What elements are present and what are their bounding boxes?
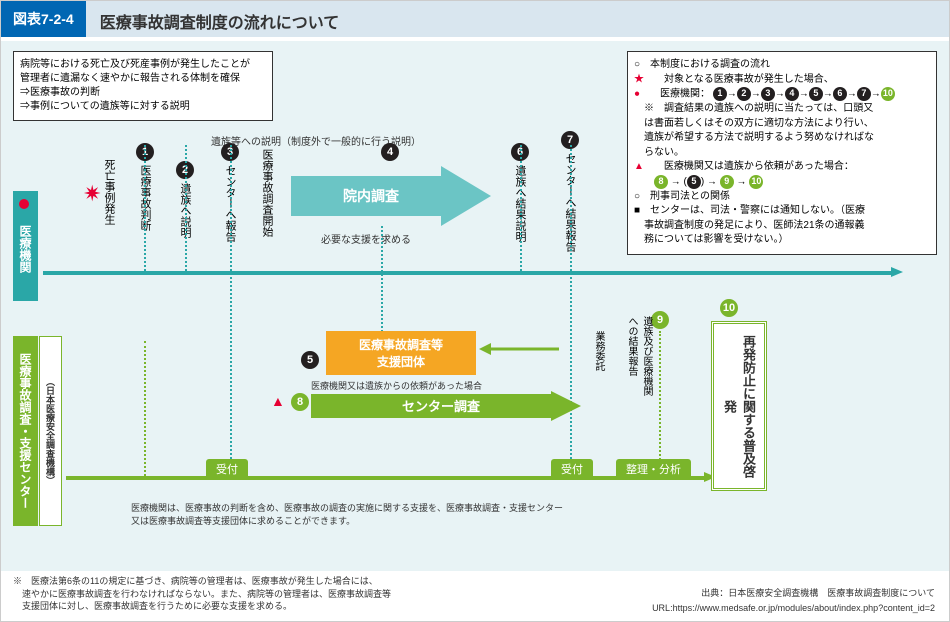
dotted-line (520, 145, 522, 271)
legend-line: 遺族が希望する方法で説明するよう努めなければな (634, 131, 930, 146)
flow-line-teal (43, 271, 893, 275)
note-line: 病院等における死亡及び死産事例が発生したことが (20, 58, 266, 72)
legend-line: 8 → (5) → 9 → 10 (634, 175, 930, 190)
footer-note: ※ 医療法第6条の11の規定に基づき、病院等の管理者は、医療事故が発生した場合に… (13, 575, 513, 613)
dotted-line (185, 145, 187, 271)
figure-tag: 図表7-2-4 (1, 1, 86, 37)
legend-box: ○ 本制度における調査の流れ ★ 対象となる医療事故が発生した場合、 ● 医療機… (627, 51, 937, 255)
triangle-icon: ▲ (271, 393, 285, 409)
flow-line-green (66, 476, 706, 480)
figure-title: 医療事故調査制度の流れについて (86, 1, 949, 37)
bottom-support-text: 医療機関は、医療事故の判断を含め、医療事故の調査の実施に関する支援を、医療事故調… (131, 501, 671, 527)
header: 図表7-2-4 医療事故調査制度の流れについて (1, 1, 949, 37)
dotted-line-green (659, 331, 661, 476)
red-dot-icon (19, 199, 29, 209)
step-4-badge: 4 (381, 143, 399, 161)
step-3b-label: 医療事故調査開始 (259, 149, 275, 237)
gyomu-label: 業務委託 (591, 331, 606, 371)
legend-line: は書面若しくはその双方に適切な方法により行い、 (634, 117, 930, 132)
need-support-text: 必要な支援を求める (321, 231, 411, 246)
legend-line: ○ 本制度における調査の流れ (634, 58, 930, 73)
step-9-label: 遺族及び医療機関 への結果報告 (624, 316, 654, 396)
receipt-pill-1: 受付 (206, 459, 248, 479)
figure-container: 図表7-2-4 医療事故調査制度の流れについて 病院等における死亡及び死産事例が… (0, 0, 950, 622)
note-line: 管理者に遺漏なく速やかに報告される体制を確保 (20, 72, 266, 86)
diagram-area: 病院等における死亡及び死産事例が発生したことが 管理者に遺漏なく速やかに報告され… (1, 41, 949, 571)
arrow-head-teal (891, 267, 903, 277)
legend-line: ■ センターは、司法・警察には通知しない。（医療 (634, 204, 930, 219)
note-box-top: 病院等における死亡及び死産事例が発生したことが 管理者に遺漏なく速やかに報告され… (13, 51, 273, 121)
dotted-line (570, 145, 572, 475)
source-line-1: 出典：日本医療安全調査機構 医療事故調査制度について (701, 586, 935, 599)
lane-label-hospital: 医療機関 (13, 191, 38, 301)
dotted-line (230, 145, 232, 475)
svg-text:センター調査: センター調査 (402, 399, 481, 414)
dotted-line (381, 226, 383, 336)
source-line-2: URL:https://www.medsafe.or.jp/modules/ab… (652, 603, 935, 613)
note-line: ⇒事例についての遺族等に対する説明 (20, 100, 266, 114)
receipt-pill-2: 受付 (551, 459, 593, 479)
svg-text:院内調査: 院内調査 (343, 188, 400, 204)
sort-pill: 整理・分析 (616, 459, 691, 479)
legend-line: 務については影響を受けない。） (634, 233, 930, 248)
step-5-badge: 5 (301, 351, 319, 369)
step-10-badge: 10 (720, 299, 738, 317)
legend-line: ● 医療機関： 1→2→3→4→5→6→7→10 (634, 87, 930, 102)
legend-line: らない。 (634, 146, 930, 161)
lane-label-center: 医療事故調査・支援センター (13, 336, 38, 526)
step-8-badge: 8 (291, 393, 309, 411)
star-icon: ✷ (83, 181, 101, 207)
step-10-box: 再発防止に関する普及啓発 (711, 321, 767, 491)
legend-line: ※ 調査結果の遺族への説明に当たっては、口頭又 (634, 102, 930, 117)
internal-investigation-arrow: 院内調査 (291, 166, 491, 226)
legend-line: 事故調査制度の発足により、医師法21条の通報義 (634, 219, 930, 234)
note-line: ⇒医療事故の判断 (20, 86, 266, 100)
green-back-arrow (479, 339, 559, 359)
step0-label: 死亡事例発生 (101, 159, 117, 225)
dotted-line (144, 145, 146, 271)
support-org-box: 医療事故調査等 支援団体 (326, 331, 476, 375)
dotted-line-green (144, 341, 146, 476)
legend-line: ▲ 医療機関又は遺族から依頼があった場合： (634, 160, 930, 175)
center-investigation-arrow: センター調査 (311, 391, 581, 421)
legend-line: ○ 刑事司法との関係 (634, 190, 930, 205)
lane-label-center-sub: （日本医療安全調査機構） (39, 336, 62, 526)
legend-line: ★ 対象となる医療事故が発生した場合、 (634, 73, 930, 88)
